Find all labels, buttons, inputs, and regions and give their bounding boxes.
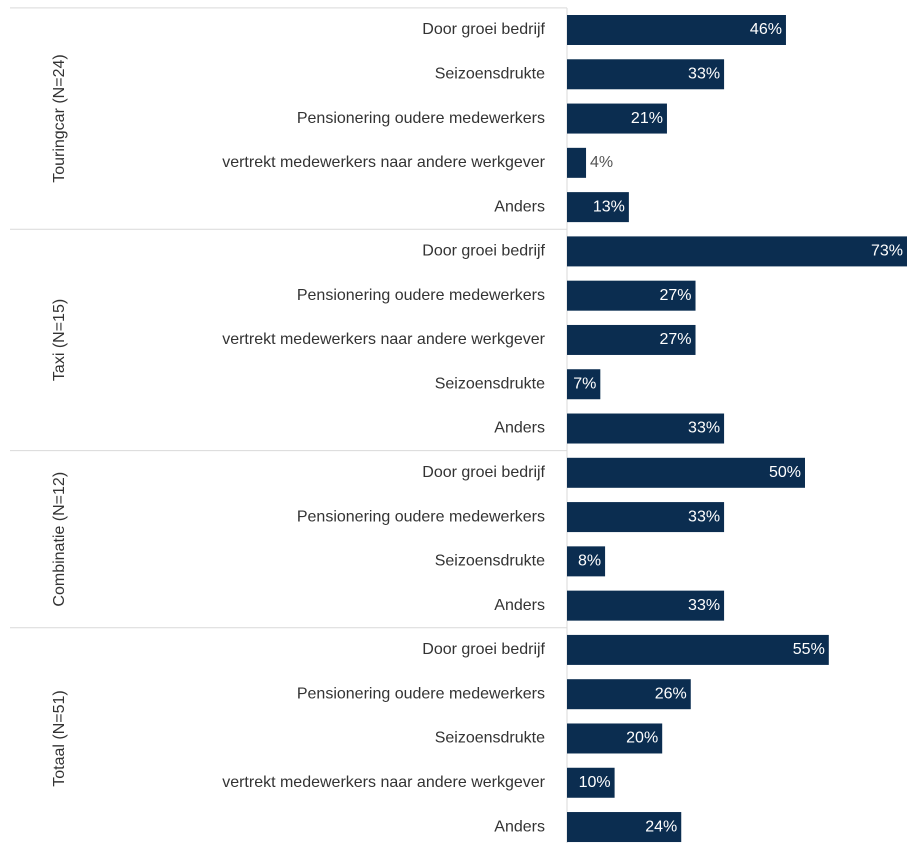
category-label: Pensionering oudere medewerkers xyxy=(297,110,545,127)
value-label: 20% xyxy=(626,730,658,747)
category-label: vertrekt medewerkers naar andere werkgev… xyxy=(222,331,545,348)
category-label: Seizoensdrukte xyxy=(435,375,545,392)
bar xyxy=(567,59,725,90)
value-label: 33% xyxy=(688,597,720,614)
bar xyxy=(567,546,606,577)
category-label: Pensionering oudere medewerkers xyxy=(297,685,545,702)
category-label: vertrekt medewerkers naar andere werkgev… xyxy=(222,774,545,791)
bar xyxy=(567,192,629,223)
bar xyxy=(567,147,587,178)
category-label: Door groei bedrijf xyxy=(422,243,545,260)
value-label: 33% xyxy=(688,508,720,525)
bar xyxy=(567,369,601,400)
category-label: Seizoensdrukte xyxy=(435,730,545,747)
value-label: 7% xyxy=(573,375,596,392)
bar xyxy=(567,324,696,355)
bar xyxy=(567,236,907,267)
value-label: 33% xyxy=(688,65,720,82)
value-label: 33% xyxy=(688,420,720,437)
value-label: 10% xyxy=(579,774,611,791)
value-label: 46% xyxy=(750,21,782,38)
category-label: Anders xyxy=(494,818,545,835)
bar xyxy=(567,15,786,45)
value-label: 55% xyxy=(793,641,825,658)
bar xyxy=(567,502,725,533)
category-label: Door groei bedrijf xyxy=(422,641,545,658)
group-label: Totaal (N=51) xyxy=(51,690,68,787)
category-label: Seizoensdrukte xyxy=(435,553,545,570)
bar xyxy=(567,812,682,843)
value-label: 24% xyxy=(645,818,677,835)
bar xyxy=(567,723,663,754)
value-label: 13% xyxy=(593,198,625,215)
group-label: Touringcar (N=24) xyxy=(51,54,68,183)
category-label: Door groei bedrijf xyxy=(422,21,545,38)
value-label: 73% xyxy=(871,243,903,260)
value-label: 8% xyxy=(578,553,601,570)
group-label: Combinatie (N=12) xyxy=(51,472,68,607)
bar xyxy=(567,280,696,311)
bar xyxy=(567,767,615,798)
category-label: Anders xyxy=(494,198,545,215)
group-label: Taxi (N=15) xyxy=(51,299,68,381)
value-label: 4% xyxy=(590,154,613,171)
value-label: 27% xyxy=(659,331,691,348)
category-label: Anders xyxy=(494,420,545,437)
category-label: Anders xyxy=(494,597,545,614)
value-label: 21% xyxy=(631,110,663,127)
bar xyxy=(567,103,667,134)
bar xyxy=(567,457,805,488)
value-label: 50% xyxy=(769,464,801,481)
category-label: Seizoensdrukte xyxy=(435,65,545,82)
bar xyxy=(567,634,829,665)
category-label: vertrekt medewerkers naar andere werkgev… xyxy=(222,154,545,171)
bar xyxy=(567,679,691,710)
bar xyxy=(567,590,725,621)
bar xyxy=(567,413,725,444)
value-label: 27% xyxy=(659,287,691,304)
value-label: 26% xyxy=(655,685,687,702)
category-label: Door groei bedrijf xyxy=(422,464,545,481)
category-label: Pensionering oudere medewerkers xyxy=(297,508,545,525)
category-label: Pensionering oudere medewerkers xyxy=(297,287,545,304)
